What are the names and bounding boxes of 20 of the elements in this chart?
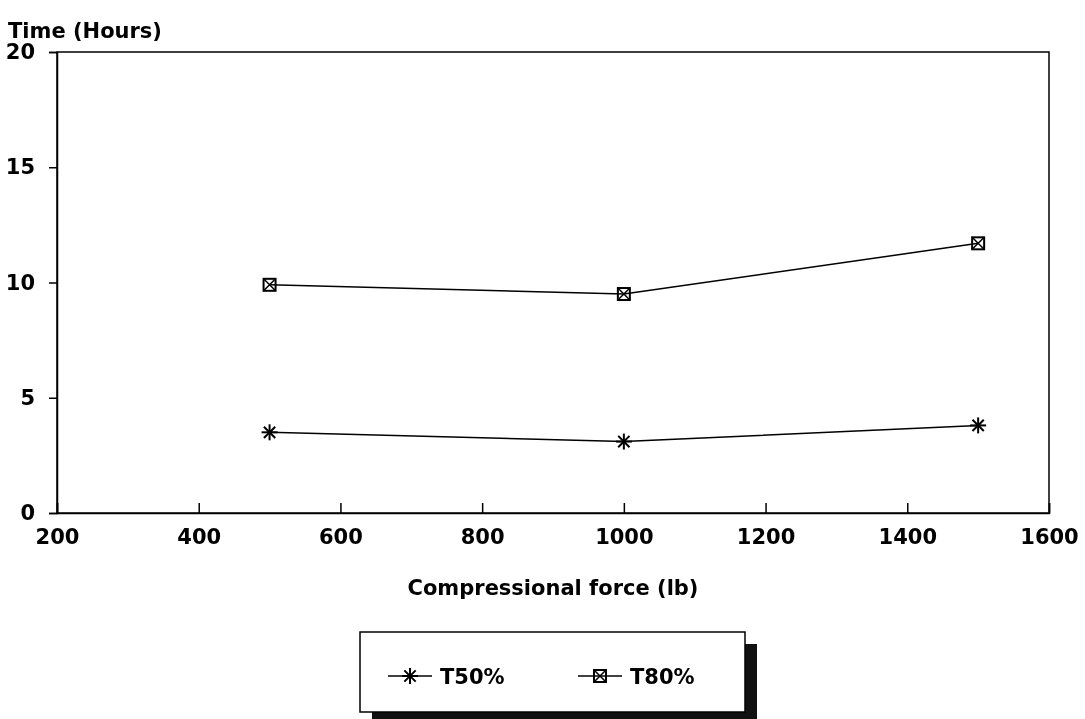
y-tick-label: 10 <box>5 270 35 295</box>
x-tick-label: 1400 <box>878 524 938 549</box>
x-tick-label: 800 <box>460 524 505 549</box>
y-axis-title: Time (Hours) <box>8 19 162 43</box>
point <box>971 236 986 251</box>
x-tick-label: 600 <box>319 524 363 549</box>
point <box>616 287 631 302</box>
x-axis-title: Compressional force (lb) <box>407 576 699 600</box>
legend-label: T50% <box>440 665 505 689</box>
y-tick-label: 15 <box>5 155 35 180</box>
y-tick-label: 0 <box>20 501 35 526</box>
x-tick-label: 200 <box>35 524 80 549</box>
x-tick-label: 1200 <box>736 524 796 549</box>
legend-label: T80% <box>630 665 695 689</box>
point <box>262 277 277 292</box>
y-tick-label: 20 <box>5 40 35 65</box>
y-tick-label: 5 <box>20 385 35 410</box>
x-tick-label: 1000 <box>595 524 654 549</box>
x-tick-label: 400 <box>177 524 222 549</box>
x-tick-label: 1600 <box>1020 524 1079 549</box>
